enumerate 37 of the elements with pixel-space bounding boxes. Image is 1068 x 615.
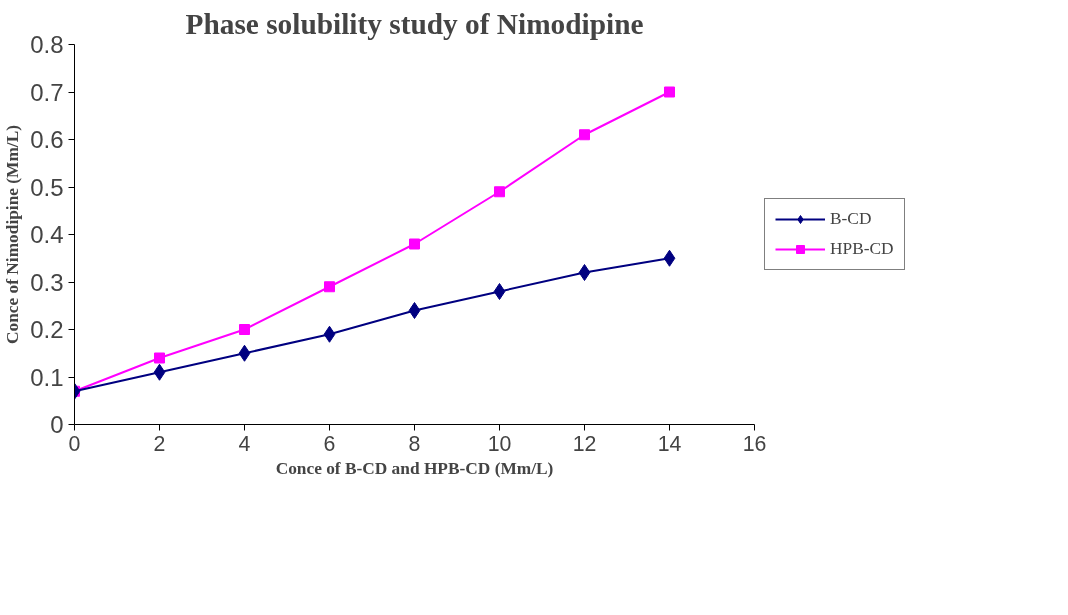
point: [663, 249, 676, 267]
y-tick-label: 0.3: [30, 268, 64, 296]
chart-title: Phase solubility study of Nimodipine: [185, 7, 644, 40]
y-tick-label: 0: [50, 411, 64, 438]
point: [579, 129, 590, 141]
y-tick-label: 0.4: [30, 221, 64, 248]
x-tick-label: 16: [742, 431, 767, 456]
x-tick-label: 2: [153, 431, 166, 456]
point: [578, 264, 591, 281]
point: [239, 324, 250, 335]
x-tick-label: 0: [68, 431, 81, 456]
y-tick-label: 0.5: [30, 173, 64, 201]
point: [493, 283, 506, 300]
legend-label: B-CD: [830, 209, 872, 229]
y-tick-label: 0.8: [30, 31, 64, 58]
x-tick-label: 8: [408, 431, 421, 456]
y-tick-label: 0.6: [30, 126, 64, 153]
y-tick-label: 0.7: [30, 78, 64, 106]
point: [408, 302, 421, 319]
x-tick-label: 6: [323, 431, 336, 456]
x-tick-label: 4: [238, 431, 251, 456]
legend-label: HPB-CD: [830, 239, 894, 259]
point: [154, 352, 165, 364]
y-tick-label: 0.2: [30, 316, 64, 343]
point: [324, 281, 335, 293]
point: [664, 86, 675, 98]
point: [494, 186, 505, 198]
y-tick-label: 0.1: [30, 363, 64, 391]
x-tick-label: 10: [487, 431, 512, 456]
point: [238, 344, 251, 362]
point: [409, 238, 420, 250]
point: [323, 325, 336, 343]
x-tick-label: 12: [572, 431, 597, 456]
x-axis-title: Conce of B-CD and HPB-CD (Mm/L): [275, 458, 554, 478]
point: [153, 363, 166, 381]
y-axis-title: Conce of Nimodipine (Mm/L): [3, 124, 23, 344]
x-tick-label: 14: [657, 431, 682, 456]
